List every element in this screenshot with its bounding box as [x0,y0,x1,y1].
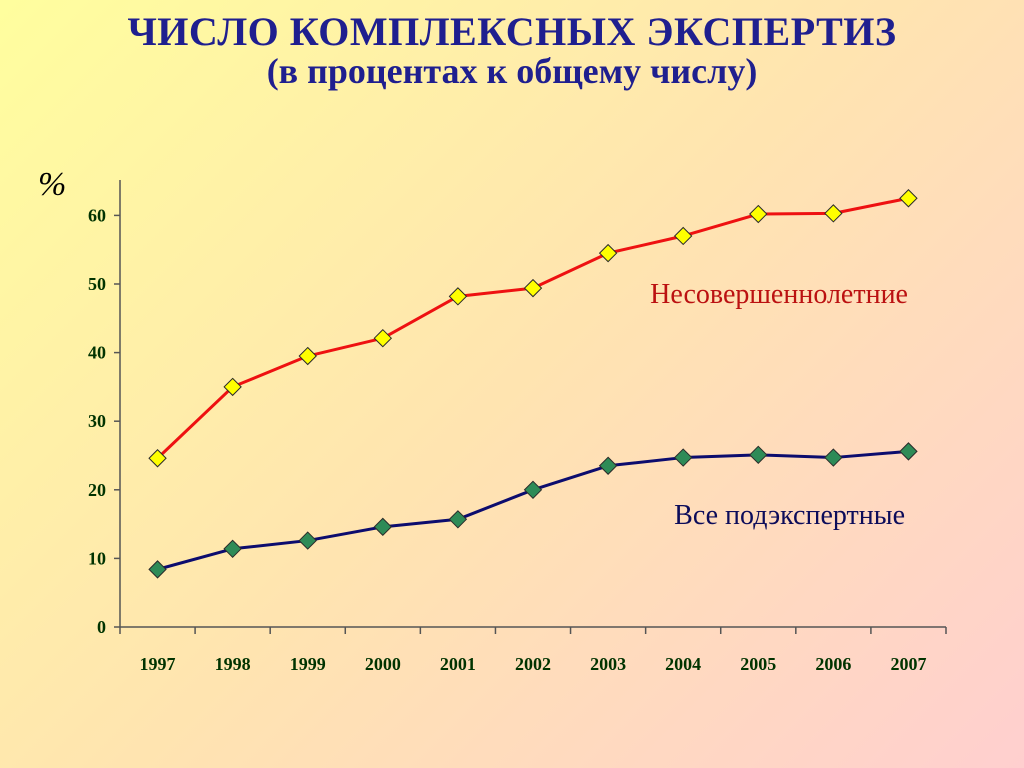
x-tick-label: 1998 [215,654,251,674]
y-tick-label: 50 [88,274,106,294]
series-label: Несовершеннолетние [650,279,908,310]
x-tick-label: 1997 [140,654,176,674]
y-tick-label: 30 [88,411,106,431]
data-point-marker [598,456,618,475]
data-point-marker [523,278,543,298]
y-tick-label: 10 [88,548,106,568]
x-tick-label: 2007 [890,654,926,674]
data-point-marker [749,445,768,465]
data-point-marker [448,287,468,306]
data-point-marker [223,377,242,397]
data-point-marker [223,539,242,559]
x-tick-label: 2000 [365,654,401,674]
x-tick-label: 2001 [440,654,476,674]
axes: 0 10 20 30 40 50 60 1997 1998 1999 2000 2001 2002 200… [88,180,947,674]
data-point-marker [148,449,167,468]
data-point-marker [899,442,918,461]
x-tick-label: 2005 [740,654,776,674]
data-point-marker [298,346,317,366]
x-tick-label: 1999 [290,654,326,674]
y-tick-label: 60 [88,205,106,225]
labels: % Несовершеннолетние Все подэкспертные [38,166,908,531]
data-point-marker [523,480,543,500]
series-line [156,196,909,460]
data-point-marker [673,448,693,467]
series-markers [148,189,918,579]
data-point-marker [749,204,768,224]
x-tick-label: 2002 [515,654,551,674]
data-point-marker [673,226,693,246]
data-point-marker [824,204,843,223]
data-point-marker [373,328,393,348]
chart-title: ЧИСЛО КОМПЛЕКСНЫХ ЭКСПЕРТИЗ [127,9,897,54]
data-point-marker [148,560,167,579]
series-label: Все подэкспертные [674,500,905,531]
x-tick-label: 2004 [665,654,701,674]
y-tick-label: 20 [88,480,106,500]
data-point-marker [899,189,918,208]
y-axis-unit-label: % [38,166,66,203]
x-tick-label: 2003 [590,654,626,674]
data-point-marker [448,510,468,529]
data-point-marker [824,448,843,467]
chart-subtitle: (в процентах к общему числу) [266,51,758,91]
data-point-marker [373,517,393,537]
y-tick-label: 0 [97,617,106,637]
x-tick-label: 2006 [815,654,851,674]
y-tick-label: 40 [88,343,106,363]
data-point-marker [298,531,317,550]
data-point-marker [598,243,618,263]
